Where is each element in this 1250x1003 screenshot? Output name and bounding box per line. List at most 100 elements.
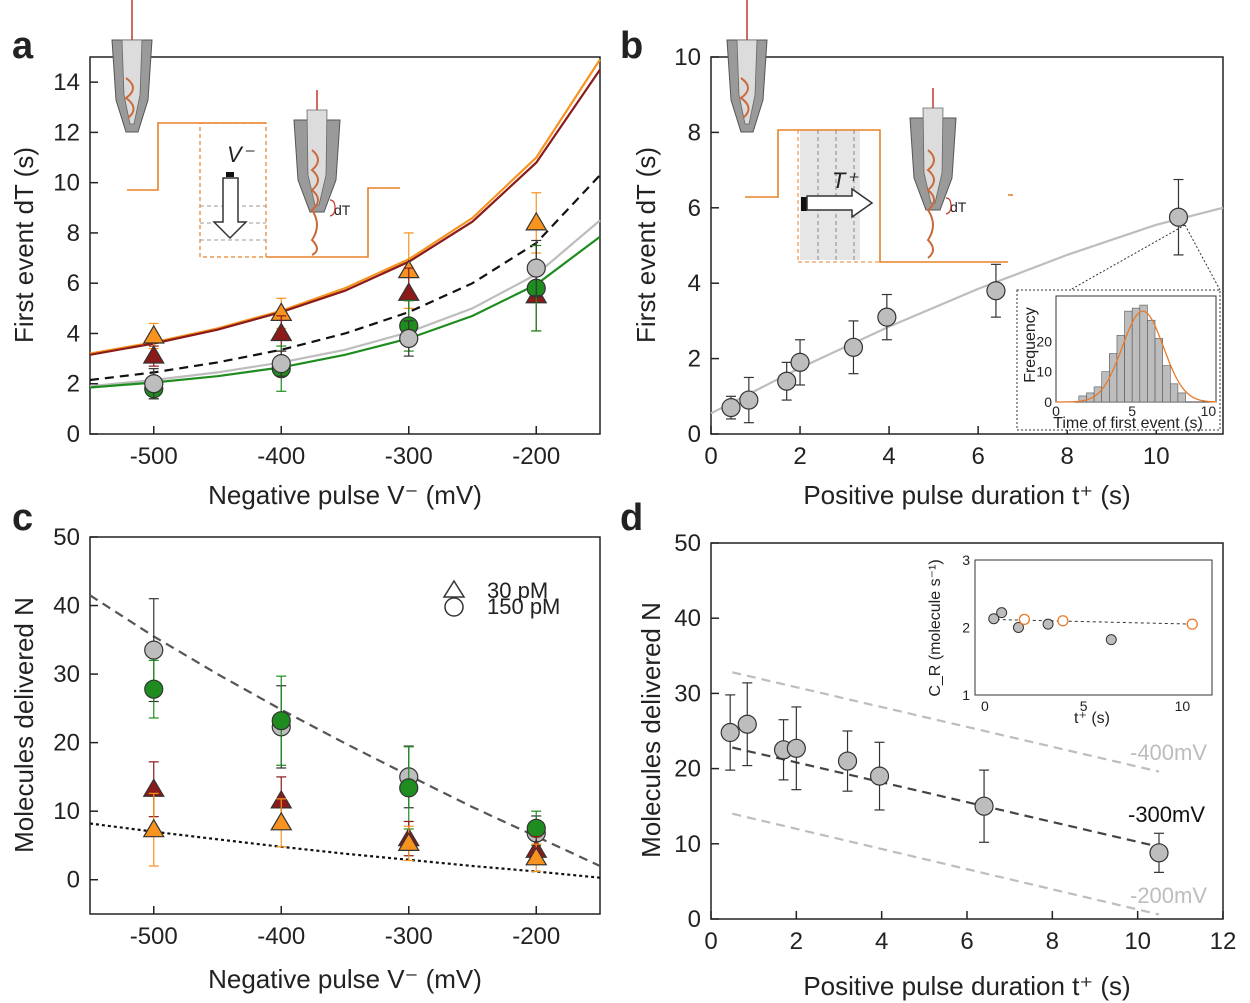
x-tick-label: 8 [1046, 928, 1059, 955]
inset-y-tick-label: 3 [962, 552, 970, 568]
panel-d-x-axis-label: Positive pulse duration t⁺ (s) [803, 971, 1130, 1001]
data-point-circle [739, 390, 759, 410]
fit-line [710, 206, 1224, 415]
histogram-bar [1109, 353, 1118, 403]
line-label-400mv: -400mV [1130, 740, 1207, 765]
panel-c-x-axis-label: Negative pulse V⁻ (mV) [208, 964, 482, 994]
x-tick-label: 6 [960, 928, 973, 955]
histogram-bar [1162, 365, 1171, 403]
fit-line [89, 219, 601, 388]
x-tick-label: -200 [512, 443, 560, 470]
y-tick-label: 50 [53, 524, 80, 551]
panel-c-frame [89, 536, 601, 915]
panel-c-label: c [12, 497, 33, 539]
fit-line [89, 822, 601, 879]
line-label-200mv: -200mV [1130, 883, 1207, 908]
data-point-circle [720, 722, 740, 743]
inset-b-y-axis-label: Frequency [1022, 307, 1039, 383]
data-point-circle [526, 818, 546, 838]
data-point-circle [271, 354, 291, 374]
panel-b-label: b [620, 25, 643, 67]
data-point-circle [790, 352, 810, 372]
x-tick-label: 0 [704, 443, 717, 470]
pulse-waveform-a: V⁻ [127, 122, 400, 258]
data-point-circle [144, 374, 164, 394]
inset-x-tick-label: 5 [1128, 403, 1136, 419]
data-point-circle [837, 751, 858, 771]
data-point-circle [399, 778, 419, 798]
data-point-triangle [142, 344, 165, 364]
legend-30pm-label: 30 pM [487, 578, 548, 603]
x-tick-label: -400 [257, 923, 305, 950]
x-tick-label: -300 [385, 443, 433, 470]
inset-x-tick-label: 10 [1201, 403, 1217, 419]
panel-d-inset: 0 5 10 1 2 3 t⁺ (s) C_R (molecule s⁻¹) [927, 552, 1213, 727]
histogram-bar [1139, 304, 1148, 403]
histogram-bar [1169, 383, 1179, 403]
y-tick-label: 6 [67, 270, 80, 297]
y-tick-label: 14 [53, 69, 80, 96]
data-point-triangle [142, 818, 165, 838]
inset-point-open [1018, 613, 1031, 626]
y-tick-label: 8 [67, 220, 80, 247]
panel-a-label: a [12, 25, 34, 67]
inset-point-open [1186, 618, 1198, 630]
y-tick-label: 20 [53, 730, 80, 757]
y-tick-label: 30 [53, 661, 80, 688]
data-point-circle [144, 679, 164, 699]
data-point-circle [869, 766, 890, 786]
pipette-illustration-b1 [726, 0, 768, 133]
inset-point-filled [996, 607, 1008, 619]
inset-point-filled [1042, 618, 1054, 630]
inset-y-tick-label: 10 [1036, 364, 1052, 380]
x-tick-label: 2 [793, 443, 806, 470]
x-tick-label: 10 [1124, 928, 1151, 955]
data-point-triangle [397, 832, 420, 851]
fit-line [89, 58, 601, 355]
data-point-circle [786, 738, 806, 758]
fit-line [732, 746, 1160, 848]
legend-triangle-marker [442, 579, 466, 598]
data-point-triangle [525, 211, 548, 231]
legend-150pm-label: 150 pM [487, 594, 560, 619]
histogram-bar [1147, 319, 1156, 403]
data-point-circle [986, 281, 1006, 301]
inset-point-filled [1105, 634, 1117, 646]
panel-d-label: d [620, 497, 643, 539]
panel-a: -500 -400 -300 -200 0 2 4 6 8 10 12 14 a Negative p… [9, 0, 601, 510]
panel-c: -500 -400 -300 -200 0 10 20 30 40 50 c Negative p… [9, 497, 601, 994]
inset-y-tick-label: 20 [1036, 333, 1052, 349]
data-point-circle [877, 307, 897, 327]
x-tick-label: -500 [130, 923, 178, 950]
gaussian-fit [1056, 310, 1216, 403]
y-tick-label: 30 [674, 680, 701, 707]
histogram-bar [1131, 307, 1141, 403]
v-minus-annotation: V⁻ [227, 142, 256, 167]
pipette-illustration-a1 [111, 0, 153, 133]
data-point-circle [271, 711, 291, 731]
line-label-300mv: -300mV [1128, 802, 1205, 827]
pulse-waveform-b: T⁺ [745, 129, 1013, 263]
data-point-circle [1149, 843, 1169, 863]
panel-b-y-axis-label: First event dT (s) [631, 147, 661, 343]
histogram-bar [1154, 338, 1163, 403]
inset-point-filled [988, 613, 1000, 625]
y-tick-label: 10 [674, 831, 701, 858]
inset-y-tick-label: 0 [1044, 394, 1052, 410]
inset-y-tick-label: 2 [962, 620, 970, 636]
x-tick-label: 12 [1210, 928, 1237, 955]
y-tick-label: 0 [688, 906, 701, 933]
inset-x-tick-label: 5 [1080, 698, 1088, 714]
panel-b: 0 2 4 6 8 10 0 2 4 6 8 10 b Positive pulse duration… [620, 0, 1224, 510]
data-point-circle [399, 328, 419, 349]
inset-d-x-axis-label: t⁺ (s) [1074, 710, 1110, 727]
x-tick-label: -500 [130, 443, 178, 470]
inset-d-y-axis-label: C_R (molecule s⁻¹) [927, 559, 944, 696]
x-tick-label: 6 [971, 443, 984, 470]
data-point-circle [721, 398, 741, 418]
pipette-illustration-a2: dT [293, 90, 351, 256]
x-tick-label: -400 [257, 443, 305, 470]
y-tick-label: 20 [674, 756, 701, 783]
